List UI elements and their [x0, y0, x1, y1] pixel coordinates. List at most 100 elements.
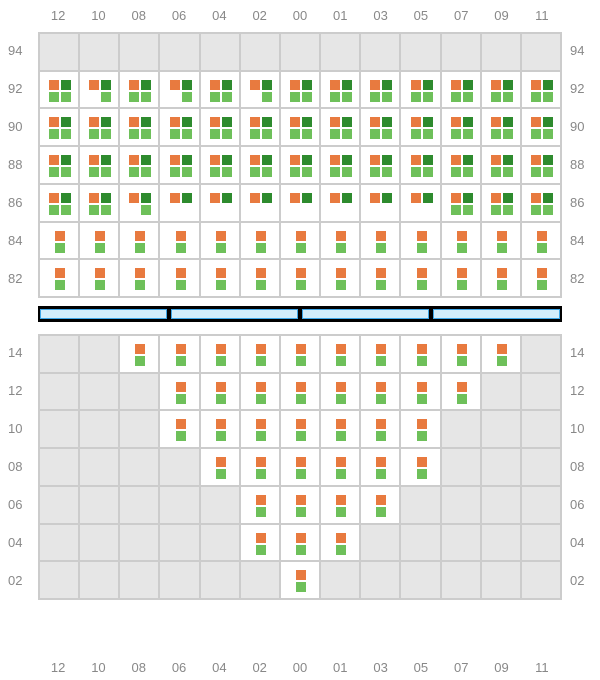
column-label-bottom: 06 [159, 660, 199, 675]
marker-orange [170, 193, 180, 203]
marker-orange [256, 533, 266, 543]
grid-cell [360, 448, 400, 486]
grid-cell [240, 524, 280, 562]
marker-darkgreen [222, 80, 232, 90]
marker-orange [376, 419, 386, 429]
marker-darkgreen [342, 193, 352, 203]
grid-cell [240, 184, 280, 222]
grid-cell [320, 33, 360, 71]
column-label-top: 12 [38, 8, 78, 23]
marker-orange [417, 268, 427, 278]
marker-lightgreen [256, 394, 266, 404]
marker-orange [210, 80, 220, 90]
column-label-bottom: 11 [522, 660, 562, 675]
grid-cell [521, 33, 561, 71]
marker-orange [417, 382, 427, 392]
grid-cell [521, 373, 561, 411]
grid-cell [400, 71, 440, 109]
marker-orange [49, 80, 59, 90]
grid-cell [441, 524, 481, 562]
grid-cell [320, 410, 360, 448]
marker-lightgreen [296, 469, 306, 479]
row-label-right-top: 88 [570, 157, 584, 172]
grid-cell [79, 184, 119, 222]
marker-darkgreen [543, 155, 553, 165]
grid-cell [481, 33, 521, 71]
marker-orange [95, 268, 105, 278]
column-label-bottom: 07 [441, 660, 481, 675]
row-label-right-bottom: 02 [570, 573, 584, 588]
marker-lightgreen [457, 394, 467, 404]
grid-cell [39, 71, 79, 109]
grid-cell [441, 448, 481, 486]
marker-orange [250, 193, 260, 203]
marker-lightgreen [423, 129, 433, 139]
marker-lightgreen [176, 431, 186, 441]
grid-cell [240, 33, 280, 71]
marker-darkgreen [503, 117, 513, 127]
marker-orange [451, 80, 461, 90]
grid-cell [481, 184, 521, 222]
marker-orange [457, 268, 467, 278]
marker-orange [250, 155, 260, 165]
marker-lightgreen [129, 92, 139, 102]
row-label-right-top: 82 [570, 271, 584, 286]
marker-lightgreen [182, 92, 192, 102]
marker-darkgreen [141, 155, 151, 165]
grid-cell [159, 486, 199, 524]
marker-orange [336, 495, 346, 505]
row-label-left-top: 84 [8, 233, 22, 248]
marker-lightgreen [262, 129, 272, 139]
marker-lightgreen [141, 92, 151, 102]
marker-orange [49, 193, 59, 203]
marker-lightgreen [95, 243, 105, 253]
marker-darkgreen [101, 193, 111, 203]
marker-lightgreen [531, 129, 541, 139]
row-label-left-bottom: 10 [8, 421, 22, 436]
marker-darkgreen [463, 193, 473, 203]
grid-cell [39, 184, 79, 222]
row-label-left-bottom: 08 [8, 459, 22, 474]
grid-cell [320, 184, 360, 222]
column-label-top: 04 [199, 8, 239, 23]
grid-cell [240, 486, 280, 524]
grid-cell [400, 410, 440, 448]
row-label-left-bottom: 06 [8, 497, 22, 512]
grid-cell [441, 146, 481, 184]
marker-lightgreen [531, 205, 541, 215]
marker-lightgreen [216, 469, 226, 479]
marker-lightgreen [296, 431, 306, 441]
column-label-bottom: 12 [38, 660, 78, 675]
marker-orange [256, 268, 266, 278]
row-label-right-bottom: 12 [570, 383, 584, 398]
marker-lightgreen [342, 92, 352, 102]
marker-lightgreen [457, 280, 467, 290]
grid-cell [481, 335, 521, 373]
grid-cell [240, 373, 280, 411]
grid-cell [159, 146, 199, 184]
grid-cell [481, 410, 521, 448]
grid-cell [119, 335, 159, 373]
grid-cell [39, 146, 79, 184]
marker-orange [216, 419, 226, 429]
marker-orange [95, 231, 105, 241]
marker-orange [330, 80, 340, 90]
row-label-right-top: 86 [570, 195, 584, 210]
marker-orange [336, 344, 346, 354]
grid-cell [200, 71, 240, 109]
grid-cell [320, 486, 360, 524]
marker-orange [290, 117, 300, 127]
column-label-top: 03 [360, 8, 400, 23]
column-label-top: 05 [401, 8, 441, 23]
grid-cell [240, 71, 280, 109]
grid-cell [280, 222, 320, 260]
marker-lightgreen [376, 431, 386, 441]
marker-orange [417, 231, 427, 241]
marker-orange [129, 155, 139, 165]
marker-orange [89, 155, 99, 165]
marker-lightgreen [451, 205, 461, 215]
grid-cell [159, 33, 199, 71]
row-label-right-bottom: 14 [570, 345, 584, 360]
grid-cell [200, 335, 240, 373]
marker-lightgreen [135, 243, 145, 253]
